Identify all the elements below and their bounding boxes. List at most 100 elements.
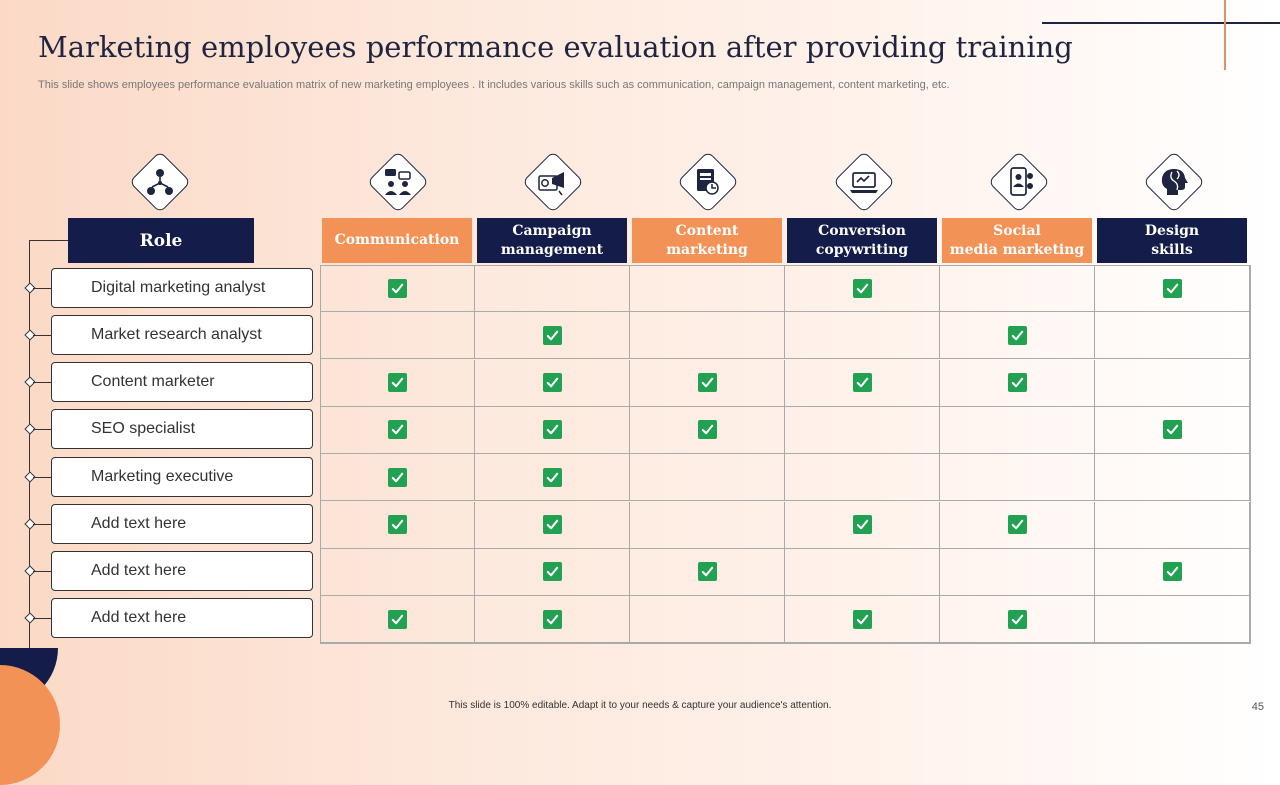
campaign-megaphone-icon: [521, 150, 585, 214]
matrix-cell: [940, 359, 1095, 407]
matrix-cell: [785, 406, 940, 454]
matrix-cell: [475, 406, 630, 454]
matrix-cell: [785, 596, 940, 644]
matrix-cell: [1095, 454, 1250, 502]
matrix-cell: [630, 312, 785, 360]
matrix-cell: [785, 548, 940, 596]
matrix-cell: [320, 359, 475, 407]
role-label: Digital marketing analyst: [51, 268, 313, 308]
matrix-cell: [785, 454, 940, 502]
matrix-cell: [940, 406, 1095, 454]
role-label: Market research analyst: [51, 315, 313, 355]
checkmark-icon: [1007, 373, 1027, 393]
matrix-cell: [320, 548, 475, 596]
matrix-cell: [475, 265, 630, 312]
checkmark-icon: [542, 467, 562, 487]
matrix-cell: [630, 501, 785, 549]
matrix-cell: [320, 265, 475, 312]
matrix-cell: [785, 501, 940, 549]
matrix-cell: [630, 548, 785, 596]
matrix-cell: [320, 406, 475, 454]
checkmark-icon: [1162, 420, 1182, 440]
creative-head-icon: [1142, 150, 1206, 214]
column-header: Content marketing: [632, 218, 782, 263]
row-connector-line: [33, 618, 51, 619]
checkmark-icon: [542, 420, 562, 440]
checkmark-icon: [697, 420, 717, 440]
checkmark-icon: [542, 562, 562, 582]
role-label: Content marketer: [51, 362, 313, 402]
role-label: Add text here: [51, 504, 313, 544]
evaluation-matrix: [320, 265, 1251, 644]
checkmark-icon: [1162, 562, 1182, 582]
matrix-cell: [320, 596, 475, 644]
checkmark-icon: [1007, 515, 1027, 534]
column-header: Social media marketing: [942, 218, 1092, 263]
matrix-cell: [785, 359, 940, 407]
checkmark-icon: [697, 373, 717, 393]
role-label: Add text here: [51, 598, 313, 638]
content-document-icon: [676, 150, 740, 214]
checkmark-icon: [387, 515, 407, 534]
matrix-cell: [1095, 312, 1250, 360]
role-connector-spine: [29, 240, 30, 650]
role-connector-top: [29, 240, 68, 241]
checkmark-icon: [697, 562, 717, 582]
matrix-cell: [1095, 596, 1250, 644]
corner-decoration-orange: [0, 665, 60, 785]
social-media-phone-icon: [987, 150, 1051, 214]
team-discussion-icon: [366, 150, 430, 214]
matrix-cell: [940, 265, 1095, 312]
checkmark-icon: [1007, 325, 1027, 345]
checkmark-icon: [387, 373, 407, 393]
matrix-cell: [940, 596, 1095, 644]
matrix-cell: [785, 312, 940, 360]
checkmark-icon: [542, 515, 562, 534]
matrix-cell: [475, 454, 630, 502]
matrix-cell: [320, 312, 475, 360]
decorative-line-vertical: [1224, 0, 1226, 70]
roles-network-icon: [128, 150, 192, 214]
column-header: Conversion copywriting: [787, 218, 937, 263]
matrix-cell: [475, 596, 630, 644]
checkmark-icon: [542, 373, 562, 393]
checkmark-icon: [387, 467, 407, 487]
checkmark-icon: [852, 515, 872, 534]
matrix-cell: [940, 312, 1095, 360]
page-number: 45: [1251, 701, 1264, 713]
matrix-cell: [320, 454, 475, 502]
matrix-cell: [475, 548, 630, 596]
matrix-cell: [1095, 406, 1250, 454]
matrix-cell: [630, 406, 785, 454]
slide-title: Marketing employees performance evaluati…: [38, 30, 1073, 64]
decorative-line-horizontal: [1042, 22, 1280, 24]
checkmark-icon: [1162, 278, 1182, 298]
column-header: Campaign management: [477, 218, 627, 263]
role-column-header: Role: [68, 218, 254, 263]
slide-footer: This slide is 100% editable. Adapt it to…: [448, 700, 832, 711]
column-header: Communication: [322, 218, 472, 263]
matrix-cell: [940, 501, 1095, 549]
role-label: Add text here: [51, 551, 313, 591]
checkmark-icon: [852, 373, 872, 393]
matrix-cell: [475, 312, 630, 360]
row-connector-line: [33, 335, 51, 336]
checkmark-icon: [852, 609, 872, 629]
row-connector-line: [33, 477, 51, 478]
checkmark-icon: [542, 325, 562, 345]
row-connector-line: [33, 524, 51, 525]
row-connector-line: [33, 571, 51, 572]
matrix-cell: [630, 596, 785, 644]
matrix-cell: [940, 548, 1095, 596]
laptop-conversion-icon: [832, 150, 896, 214]
checkmark-icon: [1007, 609, 1027, 629]
row-connector-line: [33, 429, 51, 430]
checkmark-icon: [387, 609, 407, 629]
matrix-cell: [320, 501, 475, 549]
matrix-cell: [475, 359, 630, 407]
column-header: Design skills: [1097, 218, 1247, 263]
row-connector-line: [33, 382, 51, 383]
matrix-cell: [1095, 265, 1250, 312]
slide-subtitle: This slide shows employees performance e…: [38, 79, 950, 91]
checkmark-icon: [387, 420, 407, 440]
